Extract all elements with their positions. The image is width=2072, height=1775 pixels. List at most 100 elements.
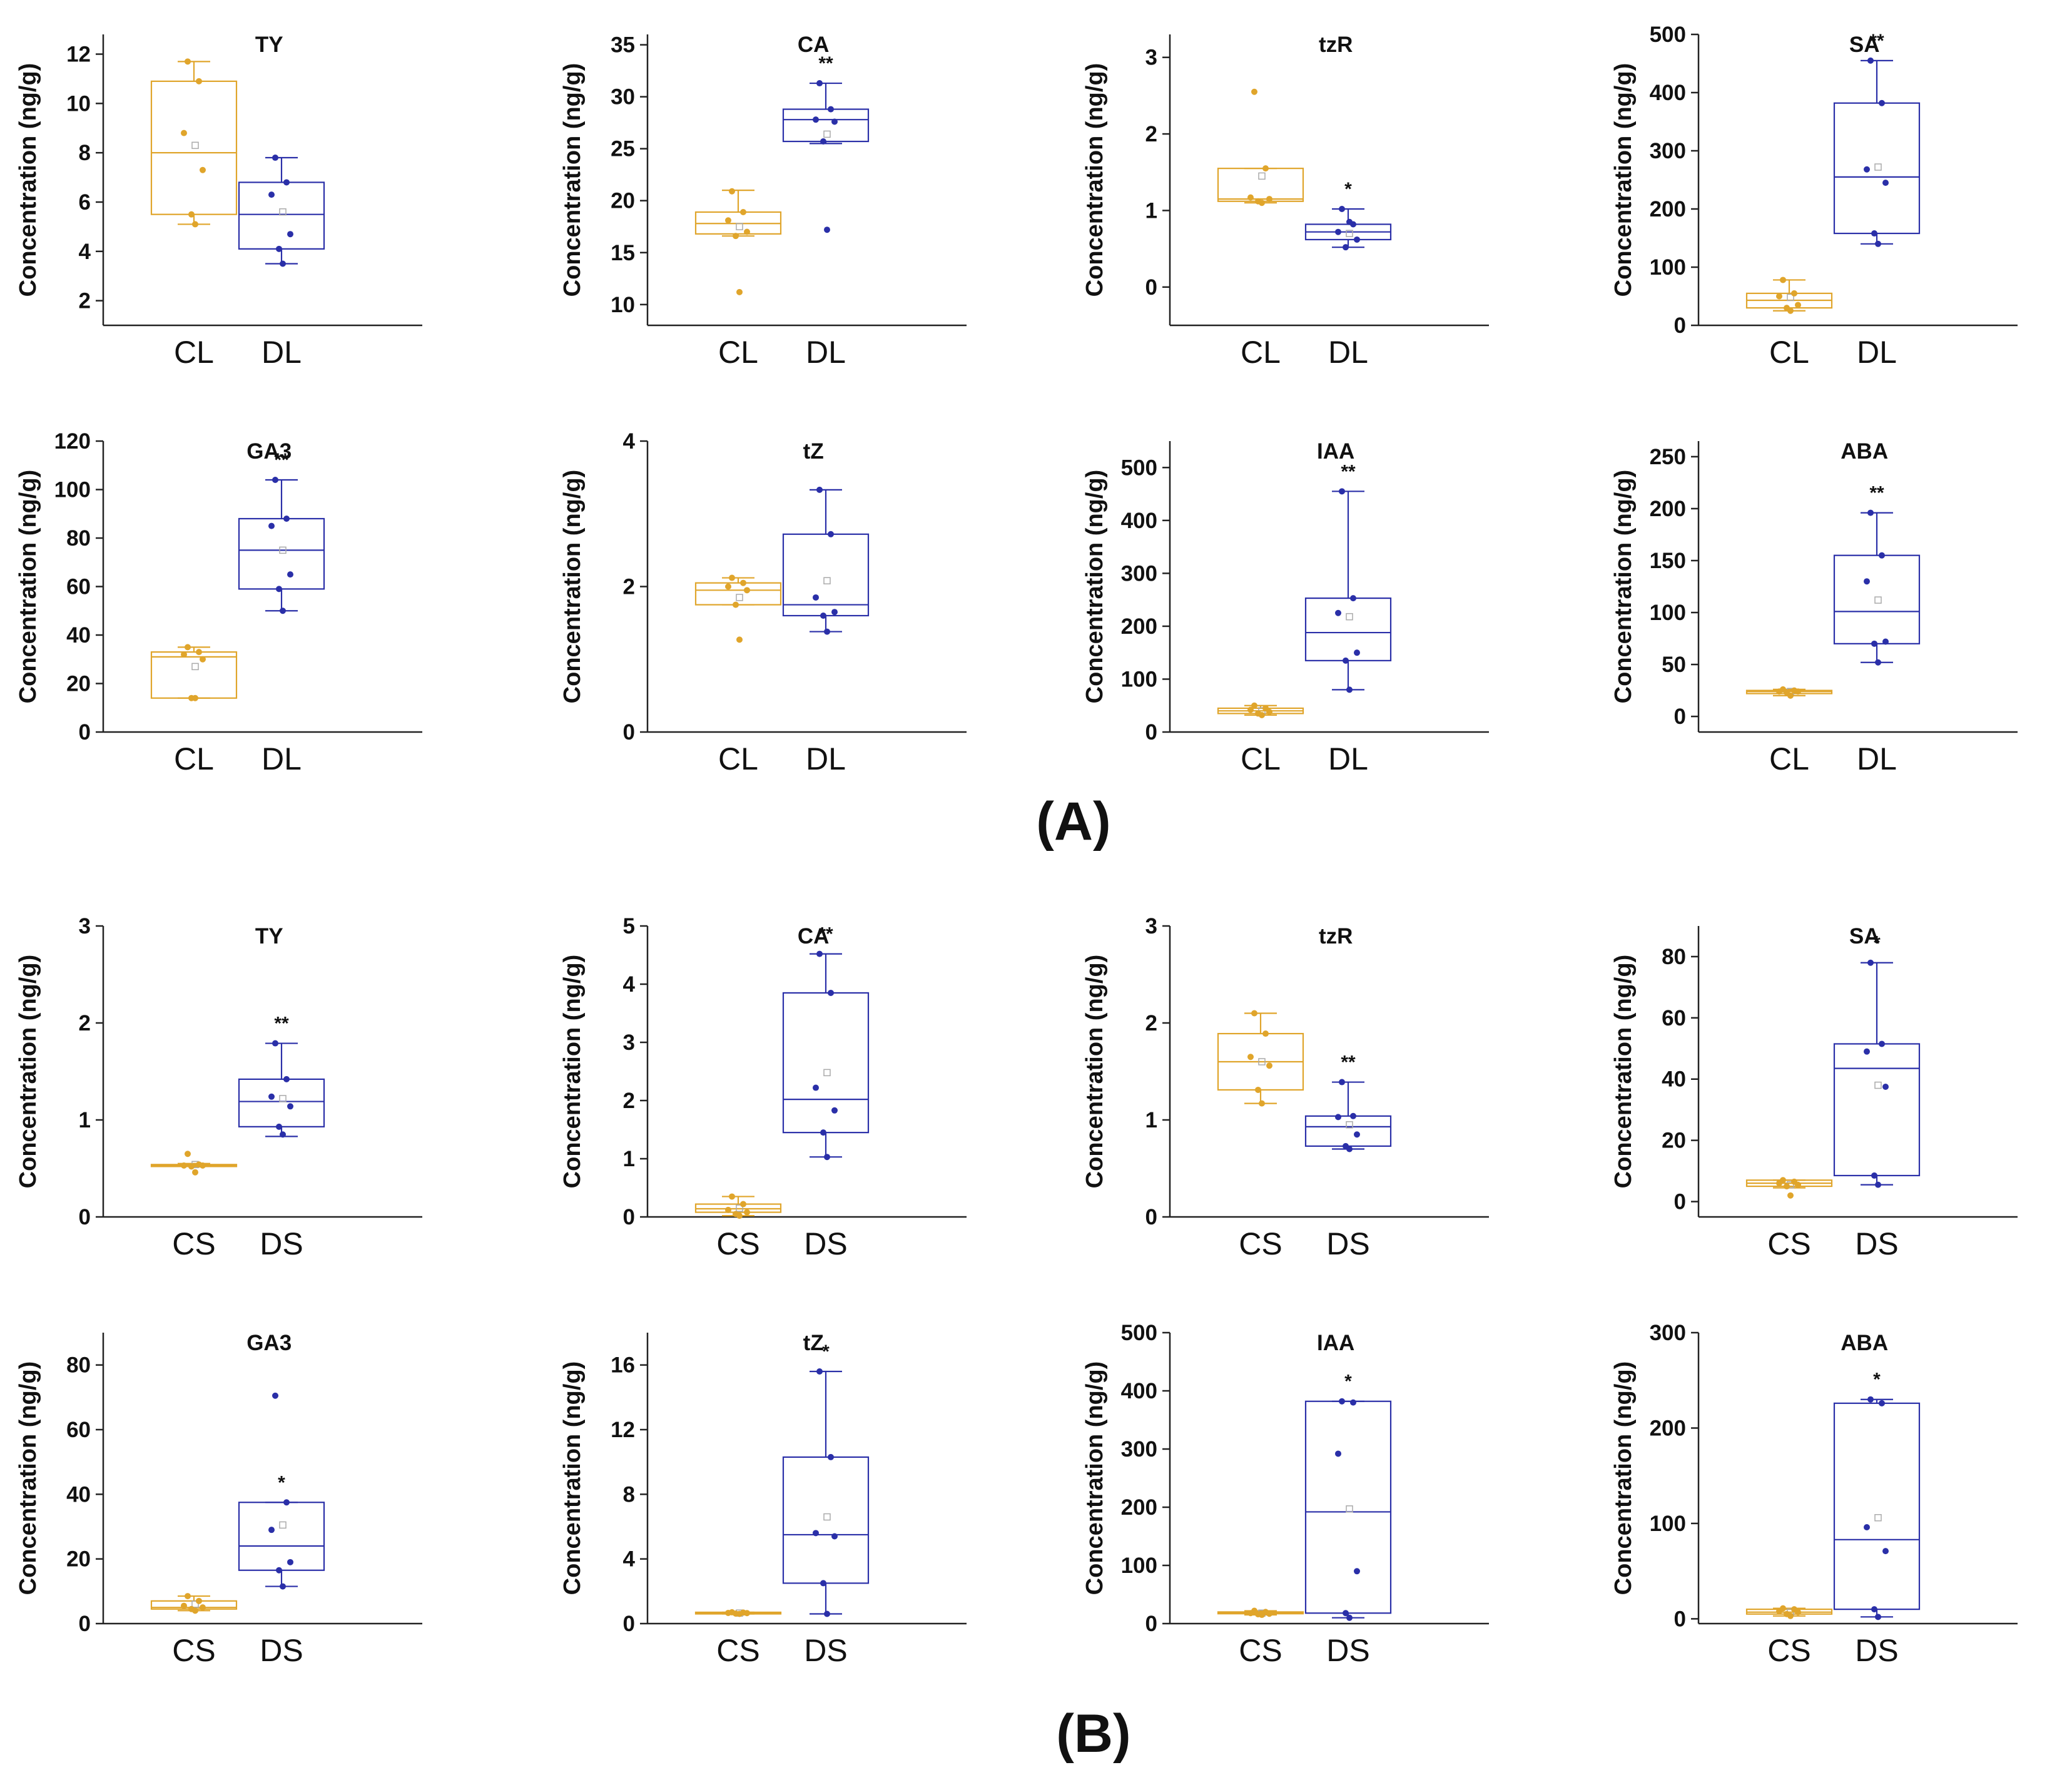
data-point: [1795, 1609, 1801, 1615]
chart-title: tZ: [803, 439, 824, 464]
y-tick-label: 6: [79, 190, 91, 215]
x-category-label: CS: [716, 1226, 759, 1261]
data-point: [740, 579, 746, 586]
y-tick-label: 20: [66, 1547, 91, 1572]
data-point: [824, 1154, 830, 1161]
y-tick-label: 100: [54, 478, 91, 502]
data-point: [1339, 1079, 1345, 1086]
y-tick-label: 12: [611, 1418, 635, 1442]
data-point: [813, 594, 819, 601]
data-point: [816, 486, 823, 493]
box-cs: [694, 1193, 782, 1219]
data-point: [185, 1151, 191, 1157]
x-category-label: DL: [262, 335, 302, 370]
chart-ty-b: 0 1 2 3 Concentration (ng/g) TY CS DS **: [15, 914, 422, 1261]
data-point: [725, 583, 731, 590]
significance-marker: *: [1873, 1370, 1881, 1390]
data-point: [1787, 1192, 1794, 1199]
data-point: [744, 587, 750, 594]
data-point: [283, 1076, 290, 1082]
x-category-label: CS: [172, 1226, 215, 1261]
significance-marker: **: [818, 924, 833, 945]
data-point: [816, 80, 823, 87]
data-point: [820, 138, 826, 145]
chart-title: ABA: [1841, 1331, 1888, 1355]
y-tick-label: 20: [66, 672, 91, 696]
x-category-label: CS: [1239, 1633, 1282, 1668]
chart-title: GA3: [246, 439, 292, 464]
y-tick-label: 16: [611, 1353, 635, 1378]
y-tick-label: 50: [1662, 653, 1686, 677]
data-point: [1867, 57, 1874, 64]
x-category-label: DS: [1326, 1226, 1369, 1261]
mean-marker: [279, 208, 287, 216]
x-category-label: DL: [806, 335, 846, 370]
data-point: [268, 1527, 275, 1533]
data-point: [1879, 99, 1885, 106]
y-tick-label: 300: [1650, 139, 1686, 163]
data-point: [824, 628, 830, 635]
y-tick-label: 0: [1145, 275, 1157, 300]
data-point: [1882, 1083, 1889, 1090]
data-point: [272, 1392, 278, 1399]
data-point: [1346, 1614, 1353, 1621]
data-point: [1339, 206, 1345, 212]
y-tick-label: 2: [623, 1089, 635, 1113]
data-point: [744, 1209, 750, 1216]
data-point: [1875, 1614, 1881, 1620]
data-point: [813, 1530, 819, 1537]
panel-label-a: (A): [1036, 791, 1110, 852]
data-point: [828, 106, 834, 113]
iqr-box: [150, 80, 238, 215]
mean-marker: [736, 594, 743, 601]
data-point: [1343, 1610, 1349, 1617]
y-axis-label: Concentration (ng/g): [1610, 470, 1637, 704]
chart-ga3-a: 0 20 40 60 80 100 120 Concentration (ng/g) GA3 CL…: [15, 429, 422, 776]
box-cl: [694, 574, 782, 643]
iqr-box: [238, 181, 325, 250]
data-point: [813, 1084, 819, 1091]
y-tick-label: 400: [1121, 1379, 1157, 1403]
data-point: [733, 233, 739, 240]
x-category-label: CL: [174, 335, 214, 370]
data-point: [729, 1193, 735, 1200]
iqr-box: [150, 651, 238, 699]
data-point: [729, 188, 735, 195]
iqr-box: [1304, 1400, 1392, 1614]
significance-marker: *: [1873, 933, 1881, 954]
data-point: [1262, 1030, 1269, 1037]
data-point: [1339, 488, 1345, 495]
y-tick-label: 1: [79, 1108, 91, 1132]
data-point: [283, 179, 290, 186]
mean-marker: [191, 141, 199, 150]
y-tick-label: 8: [623, 1482, 635, 1507]
data-point: [1795, 688, 1801, 695]
mean-marker: [279, 1521, 287, 1529]
data-point: [181, 130, 187, 136]
mean-marker: [823, 1513, 831, 1521]
box-cs: [150, 1593, 238, 1614]
significance-marker: *: [1344, 179, 1352, 200]
box-cl: [1745, 686, 1833, 699]
y-tick-label: 60: [66, 575, 91, 599]
data-point: [268, 522, 275, 529]
data-point: [196, 1597, 202, 1604]
chart-tzr-a: 0 1 2 3 Concentration (ng/g) tzR CL DL *: [1082, 33, 1489, 370]
y-axis-label: Concentration (ng/g): [1082, 1361, 1108, 1595]
data-point: [1875, 1181, 1881, 1188]
y-tick-label: 40: [66, 1482, 91, 1507]
box-ds: [1833, 1396, 1921, 1620]
y-tick-label: 1: [1145, 198, 1157, 223]
data-point: [1864, 1048, 1870, 1055]
box-ds: [1304, 1398, 1392, 1621]
y-tick-label: 1: [623, 1147, 635, 1171]
chart-sa-a: 0 100 200 300 400 500 Concentration (ng/g) SA CL…: [1610, 23, 2018, 370]
iqr-box: [782, 108, 870, 143]
y-tick-label: 4: [79, 240, 91, 264]
data-point: [740, 208, 746, 215]
y-tick-label: 500: [1121, 455, 1157, 480]
y-tick-label: 100: [1650, 255, 1686, 280]
iqr-box: [1304, 597, 1392, 661]
y-tick-label: 40: [66, 623, 91, 648]
